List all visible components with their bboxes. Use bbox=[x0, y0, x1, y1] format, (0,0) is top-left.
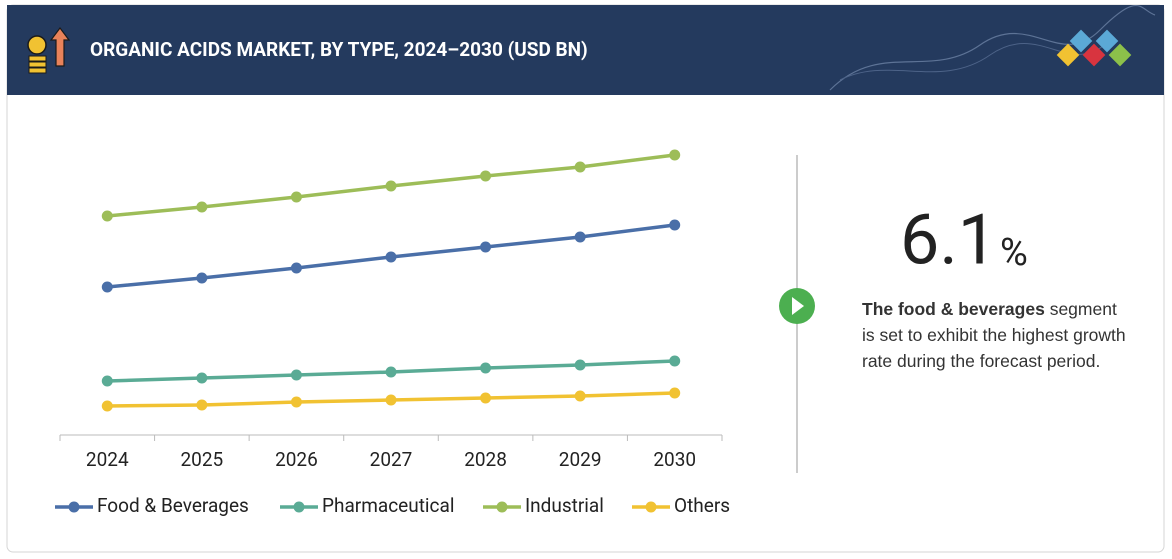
data-point bbox=[669, 219, 681, 231]
data-point bbox=[290, 369, 302, 381]
data-point bbox=[101, 210, 113, 222]
note-bold: The food & beverages bbox=[862, 299, 1045, 319]
data-point bbox=[101, 281, 113, 293]
x-tick-label: 2026 bbox=[275, 448, 318, 471]
x-tick-label: 2024 bbox=[86, 448, 129, 471]
legend-swatch-dot bbox=[293, 501, 305, 513]
data-point bbox=[480, 170, 492, 182]
chart-title: ORGANIC ACIDS MARKET, BY TYPE, 2024–2030… bbox=[90, 38, 588, 61]
data-point bbox=[669, 387, 681, 399]
data-point bbox=[385, 180, 397, 192]
data-point bbox=[101, 375, 113, 387]
legend-swatch-dot bbox=[496, 501, 508, 513]
highlight-note: The food & beverages segment is set to e… bbox=[862, 296, 1132, 374]
x-tick-label: 2029 bbox=[559, 448, 602, 471]
data-point bbox=[290, 396, 302, 408]
data-point bbox=[574, 161, 586, 173]
x-tick-label: 2030 bbox=[653, 448, 696, 471]
legend-label: Pharmaceutical bbox=[322, 494, 454, 517]
legend-label: Food & Beverages bbox=[97, 494, 249, 517]
play-icon-arrow bbox=[792, 297, 804, 315]
data-point bbox=[101, 400, 113, 412]
data-point bbox=[385, 394, 397, 406]
data-point bbox=[574, 231, 586, 243]
data-point bbox=[574, 390, 586, 402]
data-point bbox=[480, 362, 492, 374]
highlight-unit: % bbox=[1000, 231, 1028, 275]
x-tick-label: 2027 bbox=[370, 448, 413, 471]
x-tick-label: 2025 bbox=[180, 448, 223, 471]
data-point bbox=[480, 241, 492, 253]
data-point bbox=[669, 355, 681, 367]
data-point bbox=[196, 399, 208, 411]
x-tick-label: 2028 bbox=[464, 448, 507, 471]
data-point bbox=[196, 201, 208, 213]
decor bbox=[829, 5, 1156, 91]
data-point bbox=[290, 191, 302, 203]
data-point bbox=[574, 359, 586, 371]
data-point bbox=[196, 272, 208, 284]
legend-swatch-dot bbox=[68, 501, 80, 513]
data-point bbox=[480, 392, 492, 404]
data-point bbox=[669, 149, 681, 161]
data-point bbox=[385, 366, 397, 378]
highlight-value: 6.1 bbox=[900, 199, 997, 281]
data-point bbox=[196, 372, 208, 384]
legend-label: Industrial bbox=[525, 494, 604, 517]
data-point bbox=[385, 251, 397, 263]
legend-label: Others bbox=[674, 494, 730, 517]
note-text: segment is set to exhibit the highest gr… bbox=[862, 299, 1126, 371]
data-point bbox=[290, 262, 302, 274]
title-icon bbox=[27, 27, 71, 74]
legend-swatch-dot bbox=[645, 501, 657, 513]
